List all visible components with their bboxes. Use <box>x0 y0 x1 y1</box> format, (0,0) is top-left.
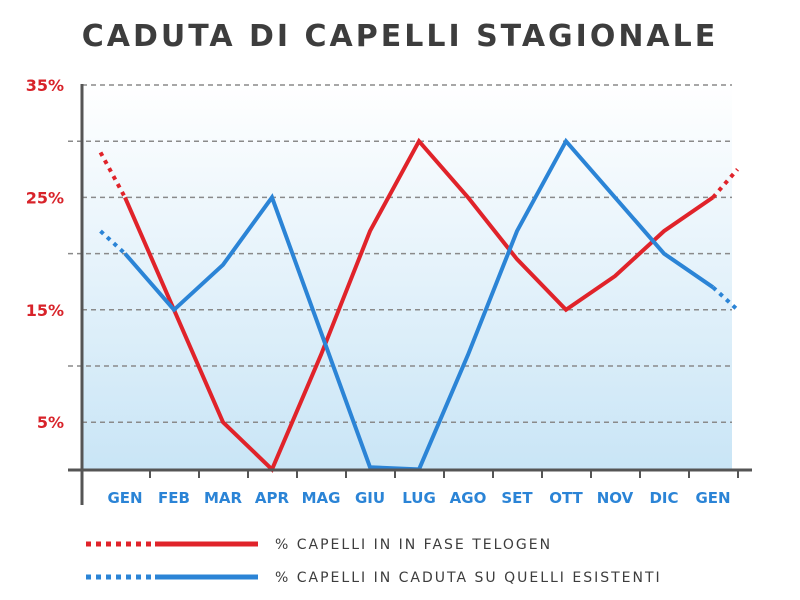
x-tick-label: SET <box>501 489 533 507</box>
legend-entry-telogen: % CAPELLI IN IN FASE TELOGEN <box>86 537 552 553</box>
x-tick-label: DIC <box>649 489 678 507</box>
x-tick-label: GEN <box>107 489 142 507</box>
series-1-dotted-end <box>711 285 739 312</box>
gridlines <box>68 84 732 423</box>
legend: % CAPELLI IN IN FASE TELOGEN % CAPELLI I… <box>86 537 662 586</box>
x-tick-label: FEB <box>158 489 190 507</box>
x-tick-label: MAG <box>302 489 341 507</box>
x-tick-label: NOV <box>597 489 634 507</box>
series-0-dotted-end <box>711 167 740 199</box>
y-tick-label: 15% <box>26 301 64 320</box>
x-tick-label: MAR <box>204 489 243 507</box>
chart-title: CADUTA DI CAPELLI STAGIONALE <box>82 19 719 54</box>
plot-area <box>82 84 732 470</box>
x-tick-label: GEN <box>695 489 730 507</box>
legend-label-telogen: % CAPELLI IN IN FASE TELOGEN <box>275 537 552 553</box>
x-tick-label: LUG <box>402 489 436 507</box>
x-tick-label: OTT <box>549 489 583 507</box>
y-tick-labels: 35% 25% 15% 5% <box>26 76 64 432</box>
x-tick-labels: GEN FEB MAR APR MAG GIU LUG AGO SET OTT NOV DIC GEN <box>107 470 739 507</box>
x-tick-label: AGO <box>450 489 487 507</box>
y-tick-label: 35% <box>26 76 64 95</box>
legend-entry-caduta: % CAPELLI IN CADUTA SU QUELLI ESISTENTI <box>86 570 662 586</box>
series-1-dotted-start <box>99 229 127 256</box>
y-tick-label: 5% <box>37 413 64 432</box>
x-tick-label: APR <box>255 489 290 507</box>
legend-label-caduta: % CAPELLI IN CADUTA SU QUELLI ESISTENTI <box>275 570 662 586</box>
y-tick-label: 25% <box>26 188 64 207</box>
x-tick-label: GIU <box>355 489 385 507</box>
series-0-line <box>123 137 715 473</box>
